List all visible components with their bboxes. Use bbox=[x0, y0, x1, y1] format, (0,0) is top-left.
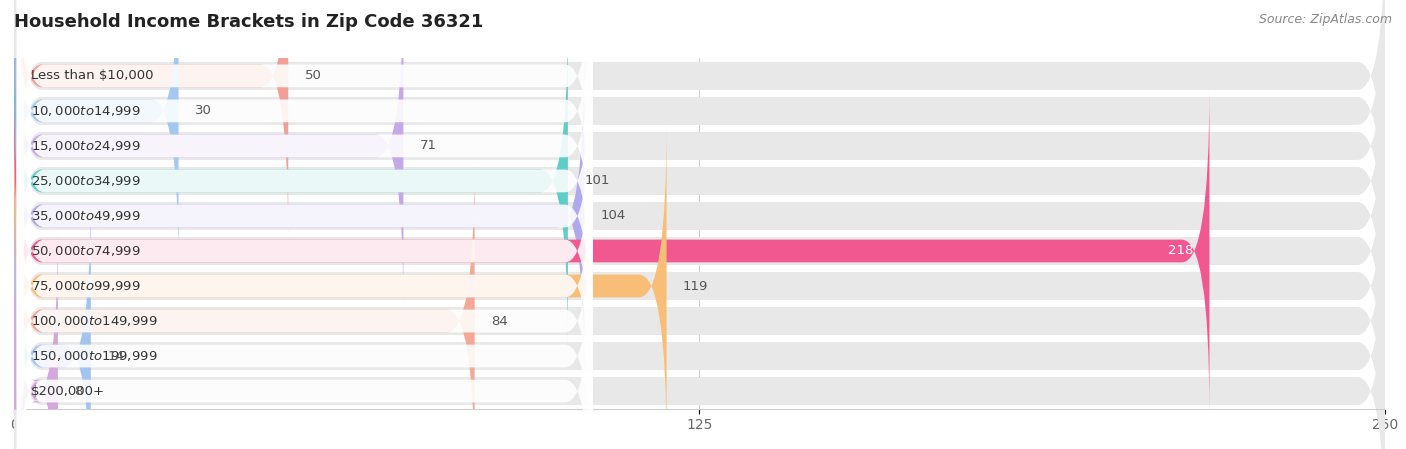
FancyBboxPatch shape bbox=[14, 125, 1385, 447]
FancyBboxPatch shape bbox=[14, 0, 1385, 237]
FancyBboxPatch shape bbox=[17, 227, 592, 449]
FancyBboxPatch shape bbox=[14, 20, 1385, 342]
FancyBboxPatch shape bbox=[17, 192, 592, 449]
FancyBboxPatch shape bbox=[14, 227, 58, 449]
FancyBboxPatch shape bbox=[14, 52, 585, 380]
FancyBboxPatch shape bbox=[14, 0, 404, 310]
FancyBboxPatch shape bbox=[17, 0, 592, 240]
Text: 8: 8 bbox=[75, 385, 83, 397]
FancyBboxPatch shape bbox=[17, 87, 592, 415]
FancyBboxPatch shape bbox=[14, 0, 1385, 307]
Text: Household Income Brackets in Zip Code 36321: Household Income Brackets in Zip Code 36… bbox=[14, 13, 484, 31]
FancyBboxPatch shape bbox=[14, 122, 666, 449]
FancyBboxPatch shape bbox=[14, 230, 1385, 449]
FancyBboxPatch shape bbox=[17, 52, 592, 380]
FancyBboxPatch shape bbox=[17, 122, 592, 449]
FancyBboxPatch shape bbox=[14, 0, 179, 275]
Text: $35,000 to $49,999: $35,000 to $49,999 bbox=[31, 209, 141, 223]
Text: $75,000 to $99,999: $75,000 to $99,999 bbox=[31, 279, 141, 293]
Text: $15,000 to $24,999: $15,000 to $24,999 bbox=[31, 139, 141, 153]
FancyBboxPatch shape bbox=[17, 17, 592, 345]
FancyBboxPatch shape bbox=[14, 157, 475, 449]
FancyBboxPatch shape bbox=[14, 0, 288, 240]
Text: Source: ZipAtlas.com: Source: ZipAtlas.com bbox=[1258, 13, 1392, 26]
FancyBboxPatch shape bbox=[17, 0, 592, 310]
Text: 30: 30 bbox=[195, 105, 212, 117]
FancyBboxPatch shape bbox=[14, 17, 568, 345]
FancyBboxPatch shape bbox=[14, 192, 91, 449]
Text: $150,000 to $199,999: $150,000 to $199,999 bbox=[31, 349, 157, 363]
Text: 71: 71 bbox=[420, 140, 437, 152]
FancyBboxPatch shape bbox=[14, 195, 1385, 449]
Text: $100,000 to $149,999: $100,000 to $149,999 bbox=[31, 314, 157, 328]
Text: $200,000+: $200,000+ bbox=[31, 385, 104, 397]
FancyBboxPatch shape bbox=[14, 160, 1385, 449]
FancyBboxPatch shape bbox=[14, 90, 1385, 412]
Text: 14: 14 bbox=[107, 350, 124, 362]
Text: $10,000 to $14,999: $10,000 to $14,999 bbox=[31, 104, 141, 118]
Text: 101: 101 bbox=[585, 175, 610, 187]
FancyBboxPatch shape bbox=[17, 157, 592, 449]
Text: 50: 50 bbox=[305, 70, 322, 82]
Text: 119: 119 bbox=[683, 280, 709, 292]
Text: 84: 84 bbox=[491, 315, 508, 327]
Text: Less than $10,000: Less than $10,000 bbox=[31, 70, 153, 82]
Text: $25,000 to $34,999: $25,000 to $34,999 bbox=[31, 174, 141, 188]
Text: 218: 218 bbox=[1167, 245, 1192, 257]
FancyBboxPatch shape bbox=[14, 0, 1385, 272]
FancyBboxPatch shape bbox=[14, 87, 1209, 415]
FancyBboxPatch shape bbox=[14, 55, 1385, 377]
FancyBboxPatch shape bbox=[17, 0, 592, 275]
Text: 104: 104 bbox=[600, 210, 626, 222]
Text: $50,000 to $74,999: $50,000 to $74,999 bbox=[31, 244, 141, 258]
